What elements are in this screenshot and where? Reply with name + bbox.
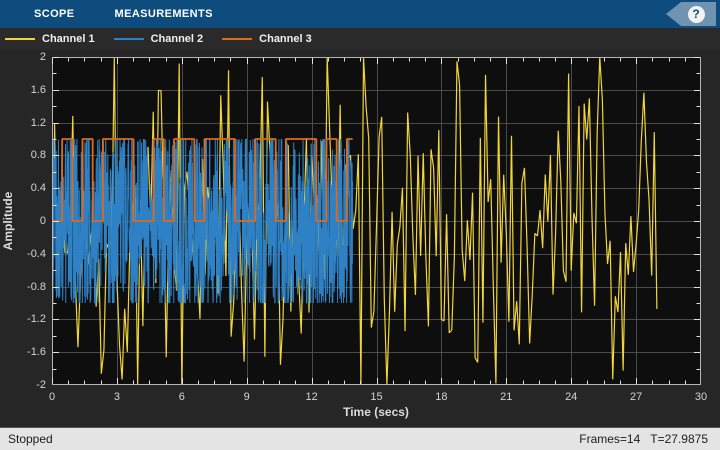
x-tick-label: 0: [48, 391, 56, 403]
x-tick-label: 6: [178, 391, 185, 403]
time-counter: T=27.9875: [650, 432, 708, 446]
channel-2-line-swatch: [113, 38, 144, 40]
status-text: Stopped: [8, 432, 53, 446]
status-counters: Frames=14 T=27.9875: [579, 432, 708, 446]
help-icon[interactable]: ?: [687, 5, 705, 23]
x-tick-label: 21: [500, 391, 513, 403]
toolstrip: SCOPE MEASUREMENTS ?: [0, 0, 720, 28]
y-tick-label: 2: [39, 51, 46, 63]
legend-item-channel-2[interactable]: Channel 2: [113, 33, 204, 45]
toolstrip-collapse-arrow[interactable]: ?: [666, 2, 716, 26]
status-bar: Stopped Frames=14 T=27.9875: [0, 427, 720, 450]
x-tick-label: 24: [565, 391, 578, 403]
x-tick-label: 15: [370, 391, 383, 403]
x-tick-label: 18: [435, 391, 448, 403]
legend-label: Channel 1: [42, 33, 95, 45]
scope-plot-canvas[interactable]: [52, 57, 701, 385]
tab-measurements[interactable]: MEASUREMENTS: [114, 8, 213, 20]
channel-3-line-swatch: [222, 38, 253, 40]
x-tick-label: 12: [305, 391, 318, 403]
legend: Channel 1 Channel 2 Channel 3: [0, 28, 720, 50]
y-tick-label: 0.4: [30, 182, 46, 195]
x-axis-label: Time (secs): [343, 405, 409, 419]
legend-label: Channel 3: [259, 33, 312, 45]
y-tick-label: -1.2: [27, 313, 46, 326]
y-tick-label: 0.8: [30, 149, 46, 162]
legend-item-channel-3[interactable]: Channel 3: [222, 33, 312, 45]
frames-counter: Frames=14: [579, 432, 641, 446]
y-tick-label: -0.4: [27, 247, 46, 260]
y-tick-label: -1.6: [27, 346, 46, 359]
y-tick-label: -0.8: [27, 280, 46, 293]
plot-area[interactable]: [52, 57, 701, 385]
y-tick-label: 0: [39, 215, 46, 227]
x-tick-label: 30: [694, 391, 708, 403]
y-tick-label: -2: [36, 379, 46, 391]
tab-scope[interactable]: SCOPE: [34, 8, 75, 20]
y-tick-label: 1.2: [30, 116, 46, 129]
x-tick-label: 27: [629, 391, 643, 403]
legend-item-channel-1[interactable]: Channel 1: [5, 33, 95, 45]
y-tick-label: 1.6: [30, 83, 46, 96]
channel-1-line-swatch: [5, 38, 35, 40]
figure-area: Amplitude 2 1.6 1.2 0.8 0.4 0 -0.4 -0.8 -1.2 -1.6…: [0, 50, 720, 427]
x-tick-label: 9: [243, 391, 250, 403]
legend-label: Channel 2: [150, 33, 204, 45]
x-tick-label: 3: [113, 391, 120, 403]
